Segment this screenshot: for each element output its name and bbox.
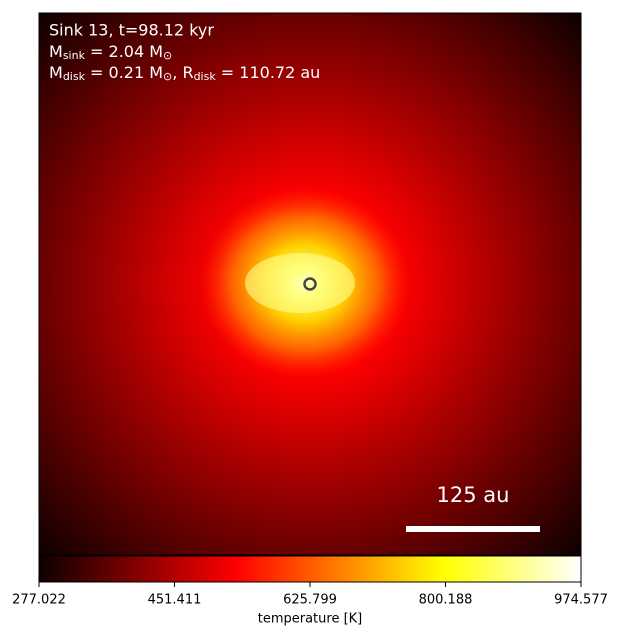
- subscript: ⊙: [163, 49, 172, 62]
- tick-label: 625.799: [283, 593, 337, 608]
- annotation: Sink 13, t=98.12 kyr: [49, 21, 214, 40]
- text-part: , R: [172, 63, 193, 82]
- text-part: M: [49, 42, 63, 61]
- colorbar-label: temperature [K]: [258, 612, 363, 627]
- tick-label: 277.022: [12, 593, 66, 608]
- colorbar: [38, 555, 582, 583]
- tick-label: 451.411: [148, 593, 202, 608]
- text-part: = 2.04 M: [85, 42, 163, 61]
- text-part: = 0.21 M: [85, 63, 163, 82]
- text-part: = 110.72 au: [216, 63, 321, 82]
- annotation: Msink​ = 2.04 M⊙​: [49, 42, 172, 63]
- text-part: M: [49, 63, 63, 82]
- subscript: ⊙: [163, 70, 172, 83]
- subscript: disk: [63, 70, 86, 83]
- sink-marker: [303, 277, 317, 291]
- annotation: Mdisk​ = 0.21 M⊙​, Rdisk​ = 110.72 au: [49, 63, 320, 84]
- subscript: sink: [63, 49, 86, 62]
- scale-bar-label: 125 au: [437, 483, 510, 507]
- tick-label: 974.577: [554, 593, 608, 608]
- tick-label: 800.188: [419, 593, 473, 608]
- colorbar-axis: 277.022 451.411 625.799 800.188 974.577: [12, 582, 608, 608]
- image: [38, 12, 582, 556]
- subscript: disk: [194, 70, 217, 83]
